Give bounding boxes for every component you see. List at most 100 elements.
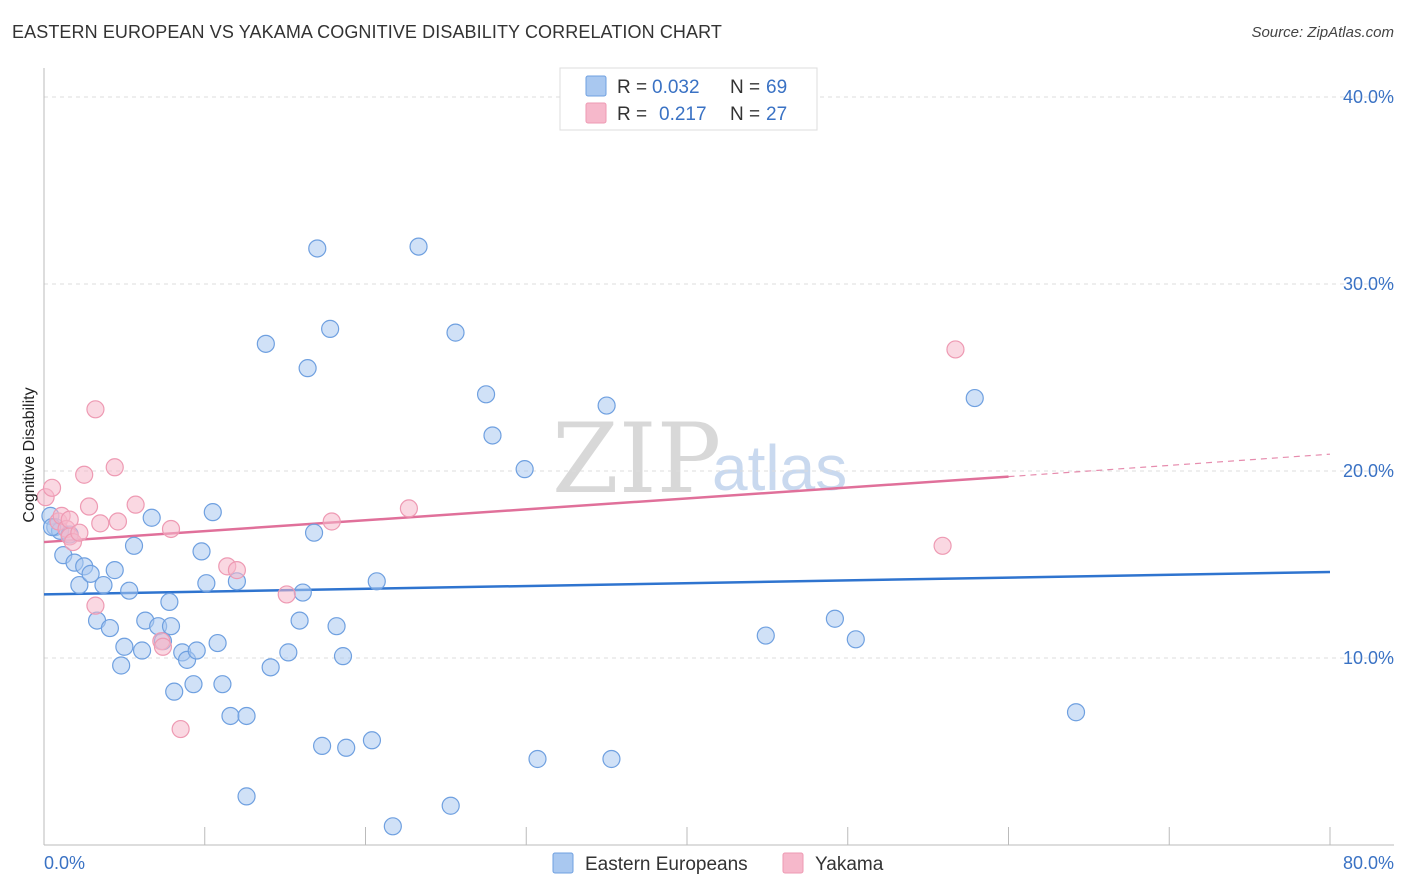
- data-point: [483, 426, 502, 445]
- data-point: [213, 675, 232, 694]
- axes: [43, 68, 1394, 846]
- data-point: [515, 460, 534, 479]
- trend-line: [43, 475, 1009, 544]
- data-point: [70, 575, 89, 595]
- data-point: [105, 561, 124, 580]
- data-point: [528, 749, 547, 769]
- data-point: [203, 503, 222, 522]
- data-point: [825, 609, 844, 628]
- data-point: [60, 510, 79, 529]
- chart-title: EASTERN EUROPEAN VS YAKAMA COGNITIVE DIS…: [12, 22, 722, 42]
- data-point: [293, 583, 312, 602]
- data-point: [846, 630, 865, 649]
- trend-line: [43, 570, 1331, 596]
- legend-n-value-2: 27: [766, 104, 787, 125]
- data-point: [184, 675, 203, 694]
- data-point: [227, 561, 246, 580]
- trend-lines: [43, 453, 1331, 596]
- x-tick-label-min: 0.0%: [44, 853, 85, 873]
- data-point: [124, 536, 144, 555]
- data-point: [277, 585, 296, 604]
- data-point: [237, 787, 256, 806]
- y-tick-label: 10.0%: [1343, 648, 1394, 668]
- data-point: [86, 596, 105, 615]
- trend-line-extension: [1008, 453, 1331, 478]
- data-point: [304, 523, 324, 542]
- data-point: [86, 400, 105, 419]
- data-point: [94, 575, 113, 595]
- legend: R = 0.032 N = 69 R = 0.217 N = 27: [559, 67, 818, 131]
- data-point: [126, 495, 145, 514]
- legend-swatch-yakama: [585, 102, 607, 124]
- watermark-zip: ZIP: [552, 403, 721, 515]
- data-point: [308, 239, 327, 258]
- data-point: [1066, 703, 1086, 722]
- data-point: [399, 499, 419, 518]
- data-point: [100, 618, 120, 638]
- data-point: [409, 237, 428, 256]
- data-point: [161, 617, 181, 636]
- legend-n-label-1: N =: [730, 77, 760, 98]
- data-point: [120, 581, 139, 600]
- data-point: [221, 706, 240, 726]
- data-point: [298, 359, 317, 378]
- data-point: [597, 396, 616, 415]
- data-point: [81, 564, 100, 583]
- y-tick-label: 30.0%: [1343, 274, 1394, 294]
- legend-r-value-1: 0.032: [652, 77, 700, 98]
- data-point: [441, 796, 460, 815]
- legend-r-label-2: R =: [617, 104, 647, 125]
- data-point: [115, 637, 134, 656]
- data-point: [153, 637, 173, 656]
- data-point: [261, 658, 280, 677]
- bottom-legend: Eastern Europeans Yakama: [552, 852, 884, 875]
- data-point: [946, 340, 965, 359]
- data-point: [105, 458, 124, 477]
- data-point: [112, 656, 131, 675]
- data-point: [79, 497, 99, 516]
- y-axis-label: Cognitive Disability: [21, 387, 38, 522]
- data-point: [142, 508, 161, 527]
- data-point: [312, 736, 332, 755]
- data-point: [187, 641, 206, 660]
- data-point: [337, 738, 356, 757]
- legend-swatch-eastern-europeans: [585, 75, 607, 97]
- data-point: [965, 388, 984, 408]
- data-point: [290, 611, 309, 630]
- data-point: [165, 682, 184, 701]
- data-point: [383, 817, 402, 836]
- legend-r-label-1: R =: [617, 77, 647, 98]
- bottom-legend-label-eastern-europeans: Eastern Europeans: [585, 854, 748, 875]
- x-tick-label-max: 80.0%: [1343, 853, 1394, 873]
- data-point: [256, 334, 275, 353]
- data-point: [132, 641, 152, 660]
- data-point: [279, 643, 298, 662]
- legend-n-value-1: 69: [766, 77, 787, 98]
- data-points: [36, 237, 1086, 836]
- data-point: [933, 536, 952, 555]
- data-point: [171, 719, 190, 739]
- data-point: [237, 706, 256, 726]
- bottom-legend-swatch-yakama: [782, 852, 804, 874]
- legend-n-label-2: N =: [730, 104, 760, 125]
- data-point: [367, 572, 386, 591]
- bottom-legend-label-yakama: Yakama: [815, 854, 884, 875]
- y-tick-label: 40.0%: [1343, 87, 1394, 107]
- data-point: [602, 749, 621, 769]
- data-point: [91, 514, 110, 533]
- data-point: [327, 617, 346, 636]
- y-tick-label: 20.0%: [1343, 461, 1394, 481]
- data-point: [756, 626, 775, 645]
- data-point: [208, 633, 227, 653]
- data-point: [362, 731, 382, 750]
- data-point: [446, 323, 465, 342]
- bottom-legend-swatch-eastern-europeans: [552, 852, 574, 874]
- data-point: [108, 512, 128, 531]
- data-point: [321, 319, 340, 338]
- y-tick-labels: 10.0% 20.0% 30.0% 40.0%: [1343, 87, 1394, 668]
- data-point: [476, 385, 496, 404]
- data-point: [70, 523, 89, 542]
- data-point: [161, 519, 181, 539]
- legend-r-value-2: 0.217: [659, 104, 707, 125]
